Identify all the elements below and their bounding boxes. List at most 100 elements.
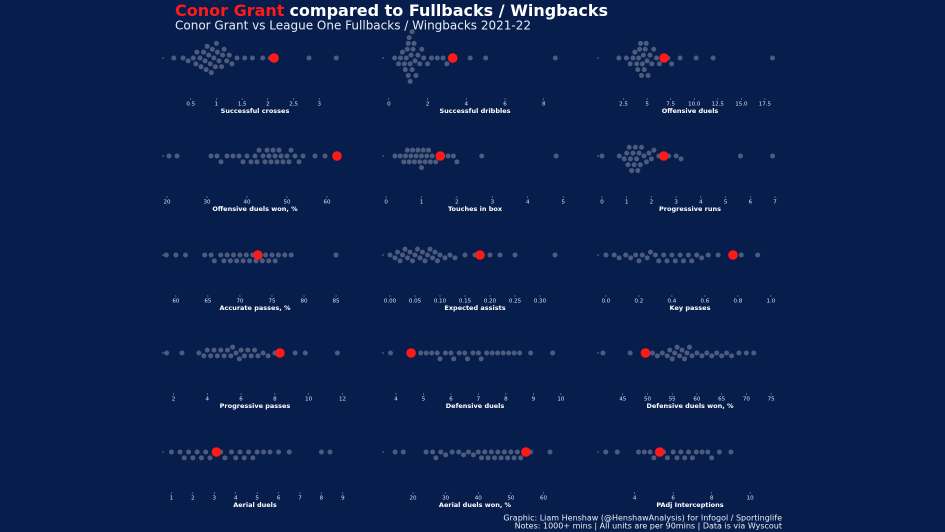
highlight-dot bbox=[659, 53, 669, 63]
swarm-dot bbox=[400, 252, 405, 258]
swarm-dot bbox=[312, 153, 318, 159]
x-tick-label: 0.5 bbox=[186, 102, 195, 108]
swarm-dot bbox=[286, 159, 292, 165]
swarm-dot bbox=[442, 255, 448, 261]
swarm-dot bbox=[218, 159, 224, 165]
swarm-dot bbox=[694, 252, 700, 258]
x-tick-label: 0.30 bbox=[534, 299, 547, 305]
x-tick-label: 3 bbox=[674, 200, 678, 206]
swarm-dot bbox=[636, 449, 642, 455]
swarm-dot bbox=[403, 153, 409, 159]
x-tick-label: 1.5 bbox=[238, 102, 247, 108]
swarm-dot bbox=[262, 159, 268, 165]
x-axis-label: Aerial duels won, % bbox=[439, 501, 512, 509]
swarm-dot bbox=[405, 255, 410, 261]
swarm-dot bbox=[500, 350, 506, 356]
swarm-dot bbox=[254, 449, 260, 455]
swarm-dot bbox=[221, 258, 227, 264]
swarm-dot bbox=[211, 347, 217, 353]
x-tick-label: 2 bbox=[266, 102, 270, 108]
swarm-dot bbox=[220, 52, 226, 58]
swarm-dot bbox=[631, 162, 637, 168]
swarm-dot bbox=[425, 61, 431, 67]
x-tick-label: 70 bbox=[236, 299, 243, 305]
highlight-dot bbox=[654, 447, 665, 457]
swarm-dot bbox=[694, 350, 700, 356]
swarm-dot bbox=[434, 350, 440, 356]
swarm-dot bbox=[221, 353, 227, 359]
swarm-dot bbox=[190, 455, 196, 461]
swarm-dot bbox=[410, 258, 415, 264]
swarm-dot bbox=[635, 168, 641, 174]
swarm-dot bbox=[267, 449, 273, 455]
highlight-dot bbox=[275, 348, 285, 358]
swarm-dot bbox=[621, 156, 627, 162]
swarm-dot bbox=[679, 347, 685, 353]
swarm-dot bbox=[225, 347, 231, 353]
x-tick-label: 6 bbox=[503, 102, 507, 108]
swarm-dot bbox=[228, 449, 234, 455]
swarm-dot bbox=[241, 353, 247, 359]
swarm-dot bbox=[274, 159, 280, 165]
x-tick-label: 70 bbox=[743, 397, 750, 403]
swarm-dot bbox=[508, 449, 514, 455]
notes: Notes: 1000+ mins | All units are per 90… bbox=[515, 522, 782, 531]
swarm-dot bbox=[528, 350, 534, 356]
swarm-dot bbox=[275, 252, 281, 258]
swarm-dot bbox=[240, 258, 246, 264]
swarm-dot bbox=[470, 350, 476, 356]
x-tick-label: 0.00 bbox=[384, 299, 397, 305]
x-axis-label: Touches in box bbox=[448, 205, 503, 213]
swarm-dot bbox=[501, 449, 507, 455]
highlight-dot bbox=[728, 250, 738, 260]
swarm-dot bbox=[177, 449, 183, 455]
swarm-dot bbox=[203, 449, 209, 455]
x-tick-label: 15.0 bbox=[735, 102, 748, 108]
swarm-dot bbox=[201, 49, 207, 55]
swarm-dot bbox=[678, 449, 684, 455]
swarm-dot bbox=[506, 350, 512, 356]
x-tick-label: 20 bbox=[164, 200, 171, 206]
swarm-dot bbox=[475, 350, 481, 356]
swarm-dot bbox=[440, 55, 446, 61]
title-name: Conor Grant bbox=[175, 1, 285, 20]
swarm-dot bbox=[211, 258, 217, 264]
x-tick-label: 2 bbox=[650, 200, 654, 206]
swarm-dot bbox=[249, 55, 255, 61]
swarm-dot bbox=[704, 350, 710, 356]
swarm-dot bbox=[248, 159, 254, 165]
swarm-dot bbox=[237, 449, 243, 455]
swarm-dot bbox=[616, 255, 622, 261]
swarm-dot bbox=[333, 252, 339, 258]
x-tick-label: 40 bbox=[475, 496, 482, 502]
swarm-dot bbox=[224, 153, 230, 159]
swarm-dot bbox=[456, 350, 462, 356]
swarm-dot bbox=[193, 61, 199, 67]
swarm-dot bbox=[714, 350, 720, 356]
x-tick-label: 30 bbox=[204, 200, 211, 206]
swarm-dot bbox=[638, 40, 644, 46]
swarm-dot bbox=[699, 353, 705, 359]
swarm-dot bbox=[218, 347, 224, 353]
swarm-dot bbox=[644, 58, 650, 64]
swarm-dot bbox=[180, 55, 186, 61]
swarm-dot bbox=[465, 449, 471, 455]
highlight-dot bbox=[406, 348, 416, 358]
x-tick-label: 6 bbox=[239, 397, 243, 403]
swarm-dot bbox=[624, 150, 630, 156]
swarm-dot bbox=[222, 455, 228, 461]
swarm-dot bbox=[770, 153, 776, 159]
swarm-dot bbox=[483, 55, 489, 61]
swarm-dot bbox=[710, 55, 716, 61]
swarm-dot bbox=[181, 455, 187, 461]
swarm-dot bbox=[600, 350, 606, 356]
swarm-dot bbox=[724, 350, 730, 356]
swarm-dot bbox=[603, 449, 609, 455]
swarm-dot bbox=[296, 159, 302, 165]
swarm-dot bbox=[415, 147, 421, 153]
x-tick-label: 6 bbox=[277, 496, 281, 502]
highlight-dot bbox=[475, 250, 485, 260]
x-axis-label: Accurate passes, % bbox=[219, 304, 291, 312]
swarm-dot bbox=[427, 246, 433, 252]
